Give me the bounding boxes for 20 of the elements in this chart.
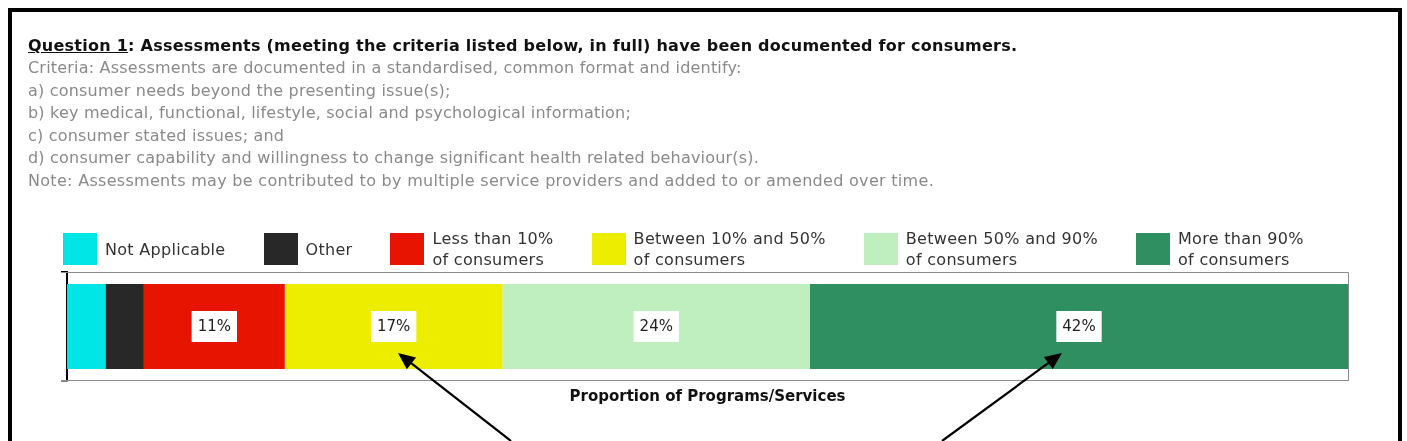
legend-label: Not Applicable xyxy=(105,238,226,260)
data-label: 24% xyxy=(639,317,673,336)
data-label: 42% xyxy=(1062,317,1096,336)
legend-label: Less than 10% of consumers xyxy=(432,228,554,270)
bar xyxy=(67,283,106,370)
bar xyxy=(502,283,810,370)
text: Note: Assessments may be contributed to by multiple service providers and added to or amended over time. xyxy=(28,169,936,192)
data-label: 17% xyxy=(376,317,411,336)
bar xyxy=(143,283,285,370)
x-axis-title: Proportion of Programs/Services xyxy=(569,386,846,405)
legend-label: More than 90% of consumers xyxy=(1178,228,1304,270)
legend-label: Other xyxy=(305,238,353,260)
data-label: 11% xyxy=(197,317,231,336)
chart-subtitle: Criteria: Assessments are documented in a standardised, common format and identify: a) consumer needs beyond the presenting issue(s); b) key medical, functional, lifestyle, social and psychological information; c) consumer stated issues; and d) consumer capability and willingness to change significant health related behaviour(s). xyxy=(28,57,761,169)
legend-label: Between 10% and 50% of consumers xyxy=(633,228,826,270)
bar xyxy=(284,283,503,370)
bar xyxy=(809,283,1348,370)
bar xyxy=(105,283,144,370)
chart-title: Question 1: Assessments (meeting the criteria listed below, in full) have been documented for consumers. xyxy=(28,35,1019,57)
legend-label: Between 50% and 90% of consumers xyxy=(905,228,1099,270)
